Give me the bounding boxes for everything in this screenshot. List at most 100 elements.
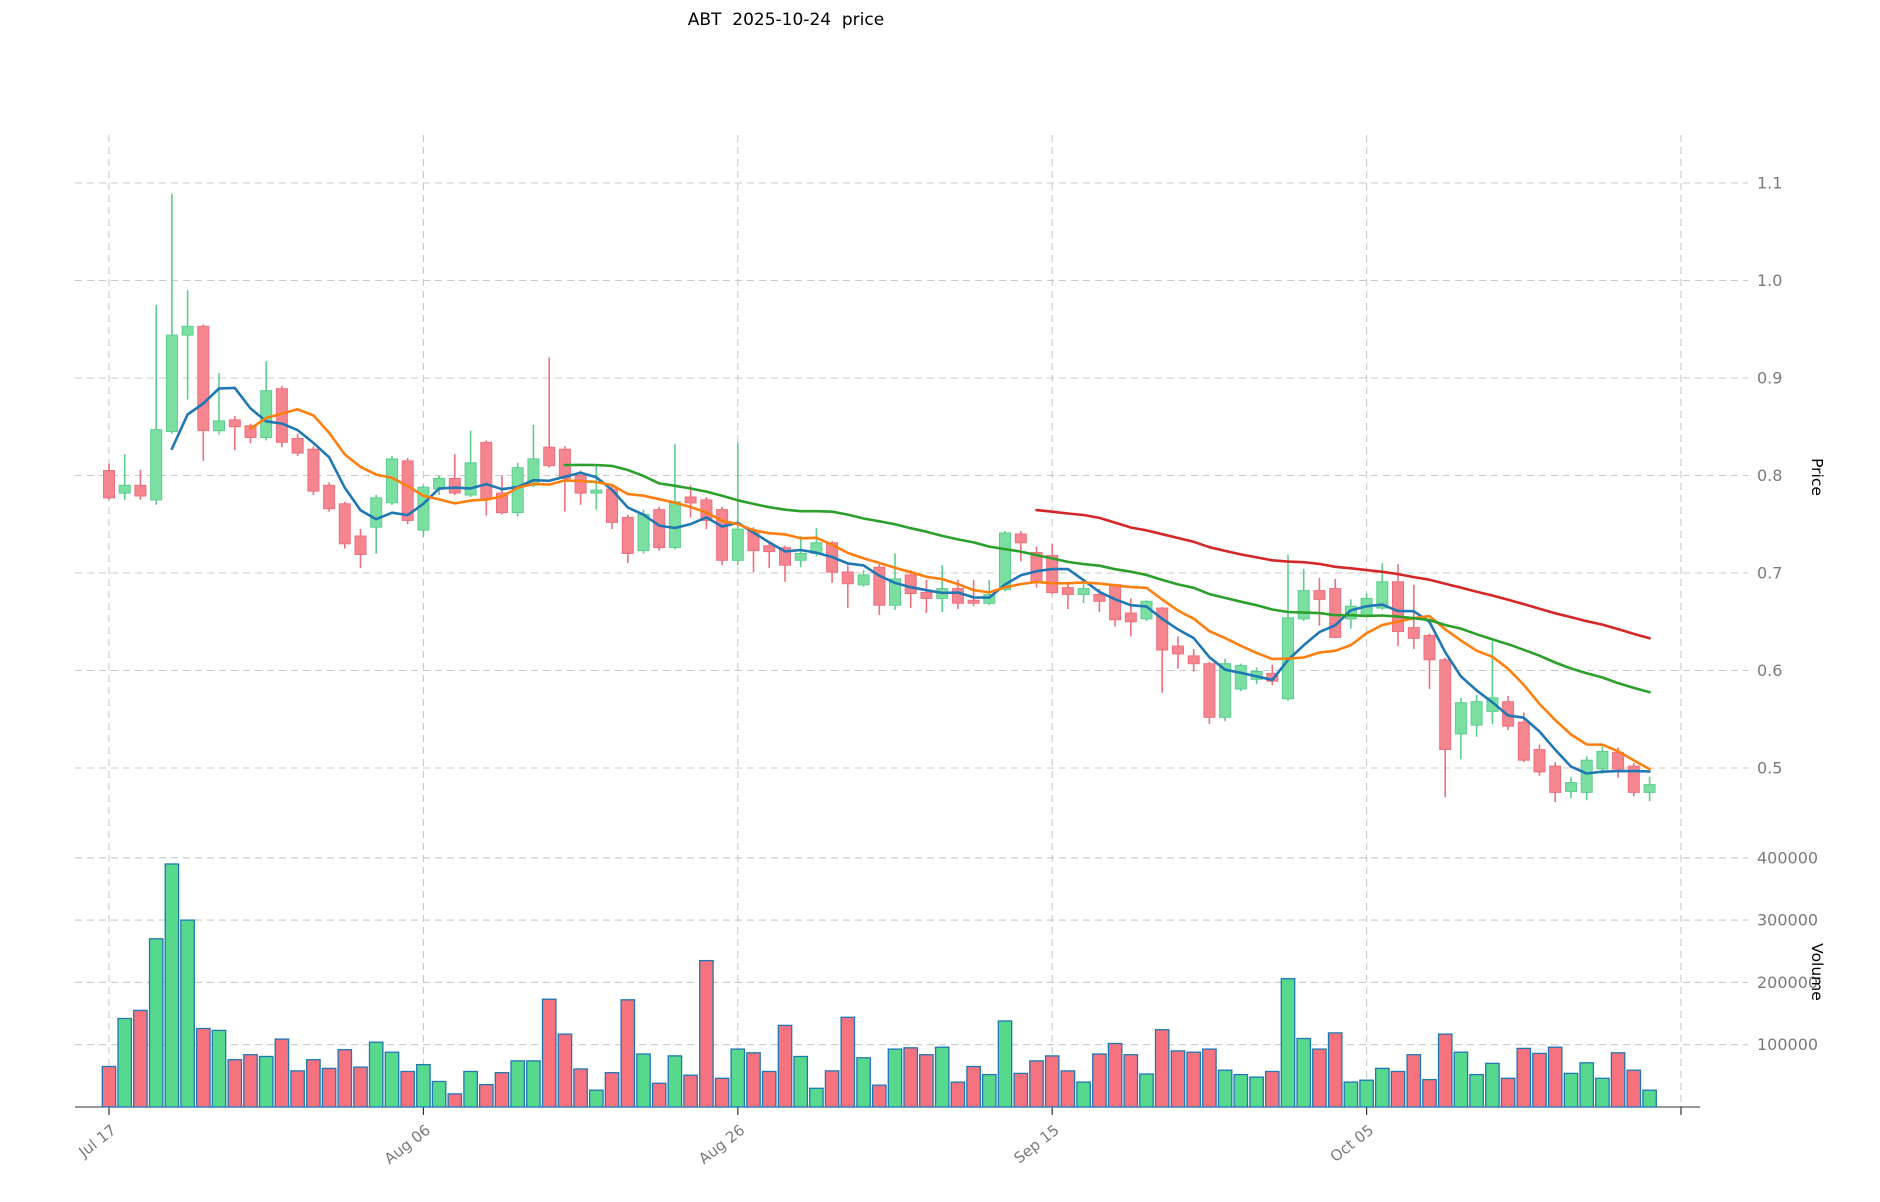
ma-line-ma30 (563, 463, 1651, 694)
volume-bar (903, 1047, 919, 1108)
candle-body (1596, 750, 1609, 770)
volume-bar (573, 1068, 588, 1108)
volume-bar (777, 1024, 793, 1108)
volume-bar (1170, 1050, 1186, 1108)
candle-body (118, 484, 131, 494)
candle-body (716, 509, 729, 561)
candle-body (1392, 581, 1404, 632)
volume-bar (400, 1070, 416, 1108)
ma-line-ma5 (170, 386, 1651, 775)
candle-body (637, 514, 650, 552)
candle (181, 290, 194, 400)
volume-bar (1469, 1073, 1484, 1108)
candle (1061, 581, 1074, 610)
candle (197, 324, 210, 461)
candle (1187, 649, 1200, 672)
candle-body (307, 448, 320, 492)
candle-body (213, 420, 225, 432)
volume-bar (290, 1070, 305, 1108)
volume-bar (1217, 1069, 1233, 1108)
candle-body (323, 484, 336, 510)
candle (1014, 531, 1027, 562)
candle (731, 442, 744, 566)
candle-body (1172, 645, 1184, 655)
candle-body (260, 390, 273, 439)
candle (260, 361, 273, 441)
candle-body (1061, 587, 1074, 595)
volume-bar (1422, 1078, 1437, 1108)
volume-bar (966, 1065, 981, 1108)
candle (1565, 776, 1577, 799)
candle-body (983, 594, 996, 604)
volume-bar (1642, 1089, 1657, 1108)
candle-body (1533, 749, 1546, 773)
volume-bar (730, 1048, 746, 1108)
volume-bar (541, 998, 557, 1108)
volume-bar (746, 1052, 761, 1108)
candle (228, 416, 241, 451)
candle-body (244, 425, 257, 438)
candle (1627, 763, 1640, 797)
candles (103, 193, 1656, 803)
candle-body (1580, 759, 1593, 793)
candle (873, 564, 886, 615)
candle-body (1203, 663, 1216, 718)
volume-bar (1076, 1081, 1091, 1108)
candle (1109, 583, 1122, 627)
candle-body (150, 429, 163, 501)
candle (1643, 776, 1656, 802)
volume-bar (1406, 1054, 1422, 1108)
volume-bar (651, 1082, 667, 1108)
candle (1392, 564, 1404, 647)
volume-bar (1092, 1053, 1107, 1108)
chart-title: ABT 2025-10-24 price (687, 10, 885, 30)
volume-bar (1264, 1070, 1280, 1108)
volume-bar (997, 1020, 1013, 1108)
volume-bar (1359, 1079, 1374, 1108)
candle-body (354, 535, 367, 555)
volume-bar (1044, 1055, 1060, 1108)
candle (574, 470, 587, 505)
volume-bar (1547, 1046, 1563, 1108)
candle-body (1234, 665, 1247, 690)
volume-bars (101, 863, 1657, 1108)
candle (606, 485, 618, 530)
candle-body (841, 571, 854, 585)
candle-body (370, 497, 383, 528)
volume-bar (1123, 1054, 1139, 1108)
candle (1172, 636, 1184, 669)
candle-body (731, 528, 744, 561)
candle-body (103, 470, 115, 499)
candle (763, 542, 776, 569)
candle (213, 373, 225, 435)
candle (1329, 578, 1342, 639)
volume-bar (447, 1093, 463, 1108)
volume-bar (463, 1070, 478, 1108)
volume-bar (337, 1049, 353, 1108)
volume-bar (588, 1089, 604, 1108)
candle (1454, 697, 1467, 760)
candle (841, 565, 854, 609)
candle (275, 385, 288, 448)
volume-bar (416, 1063, 431, 1108)
candle-body (621, 516, 634, 555)
volume-bar (164, 863, 180, 1108)
candle (999, 531, 1011, 592)
candle (1282, 554, 1294, 701)
volume-bar (887, 1048, 903, 1108)
candle (1156, 607, 1169, 693)
candle (1423, 633, 1436, 689)
candle-body (668, 501, 681, 549)
candle (134, 469, 147, 500)
price-tick-label: 0.5 (1757, 759, 1782, 778)
volume-bar (1374, 1067, 1390, 1108)
date-tick-label: Oct 05 (1327, 1121, 1377, 1166)
volume-bar (714, 1077, 730, 1108)
volume-bar (1186, 1051, 1202, 1108)
candle-body (1187, 655, 1200, 665)
candle (118, 454, 131, 500)
volume-axis-label: Volume (1808, 943, 1826, 1001)
volume-bar (1249, 1076, 1264, 1108)
candle-body (590, 489, 603, 494)
candle-body (1486, 697, 1499, 712)
